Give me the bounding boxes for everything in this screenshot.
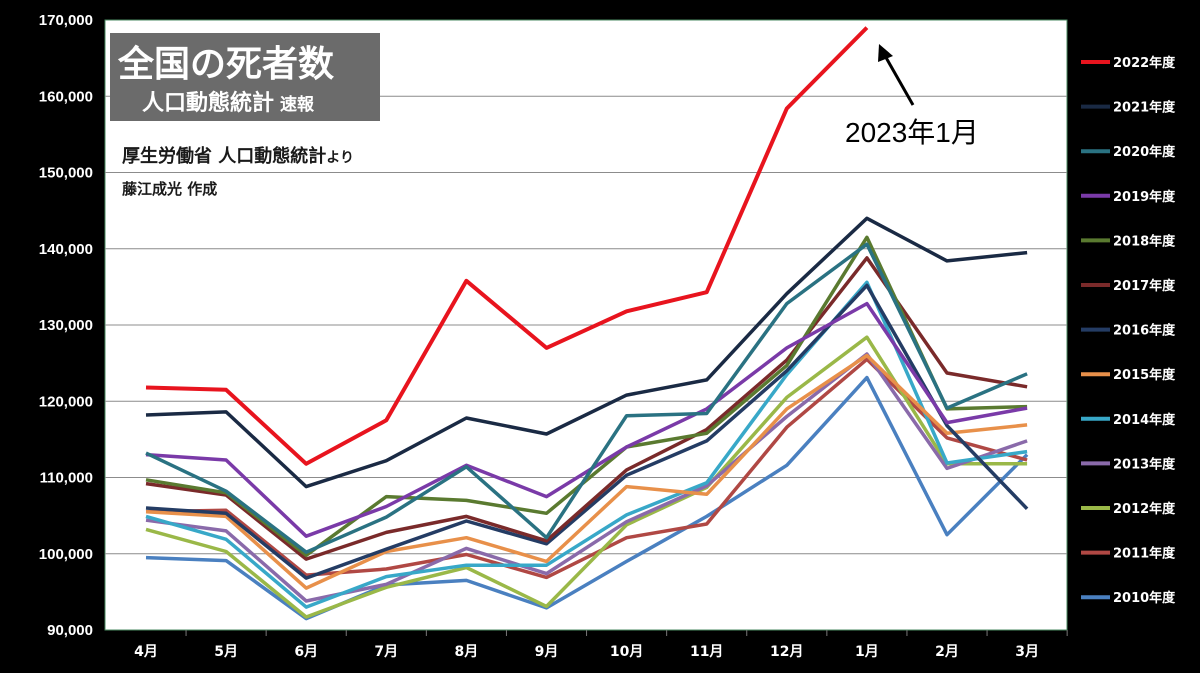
series-lines [145, 26, 1029, 621]
series-line-2022年度 [145, 26, 869, 466]
legend-label: 2019年度 [1113, 189, 1176, 205]
series-line-2014年度 [145, 280, 1028, 609]
subtitle-main: 人口動態統計 [142, 91, 275, 116]
legend-label: 2018年度 [1113, 233, 1176, 249]
x-tick-label: 6月 [294, 644, 318, 660]
annotation-label: 2023年1月 [845, 117, 979, 148]
series-line-2021年度 [145, 216, 1028, 489]
legend-label: 2021年度 [1113, 100, 1176, 116]
x-tick-label: 8月 [455, 644, 479, 660]
x-tick-label: 9月 [535, 644, 559, 660]
x-tick-label: 3月 [1015, 644, 1039, 660]
legend-label: 2015年度 [1113, 367, 1176, 383]
chart-title: 全国の死者数 [118, 44, 335, 85]
legend-label: 2010年度 [1113, 590, 1176, 606]
x-tick-label: 2月 [935, 644, 959, 660]
x-tick-label: 11月 [690, 644, 723, 660]
series-line-2017年度 [145, 256, 1028, 561]
y-axis-ticks: 90,000 100,000 110,000 120,000 130,000 140,00… [39, 12, 93, 639]
x-tick-label: 1月 [855, 644, 879, 660]
legend-label: 2022年度 [1113, 55, 1176, 71]
y-tick-label: 130,000 [39, 317, 93, 334]
title-box: 全国の死者数 人口動態統計 速報 [110, 33, 380, 121]
legend-label: 2020年度 [1113, 144, 1176, 160]
y-tick-label: 140,000 [39, 241, 93, 258]
series-line-2013年度 [145, 352, 1028, 603]
y-tick-label: 150,000 [39, 165, 93, 182]
series-line-2016年度 [145, 283, 1029, 580]
x-tick-label: 5月 [214, 644, 238, 660]
subtitle-small: 速報 [280, 95, 315, 115]
legend-label: 2016年度 [1113, 323, 1176, 339]
x-tick-label: 4月 [134, 644, 158, 660]
legend-label: 2011年度 [1113, 546, 1176, 562]
legend-label: 2014年度 [1113, 412, 1176, 428]
legend-label: 2012年度 [1113, 501, 1176, 517]
y-tick-label: 90,000 [47, 622, 93, 639]
legend-label: 2013年度 [1113, 456, 1176, 472]
y-tick-label: 100,000 [39, 546, 93, 563]
series-line-2012年度 [145, 335, 1028, 619]
legend-label: 2017年度 [1113, 278, 1176, 294]
series-line-2010年度 [145, 375, 1029, 621]
source-suffix: より [326, 150, 354, 166]
author-note: 藤江成光 作成 [122, 180, 218, 198]
series-line-2019年度 [145, 301, 1028, 538]
x-axis-ticks: 4月 5月 6月 7月 8月 9月 10月 11月 12月 1月 2月 3月 [134, 630, 1068, 660]
series-line-2020年度 [145, 242, 1028, 554]
series-line-2015年度 [145, 353, 1028, 590]
x-tick-label: 10月 [610, 644, 643, 660]
x-tick-label: 7月 [374, 644, 398, 660]
y-tick-label: 120,000 [39, 393, 93, 410]
x-tick-label: 12月 [770, 644, 803, 660]
y-tick-label: 170,000 [39, 12, 93, 29]
source-main: 厚生労働省 人口動態統計 [122, 146, 327, 167]
annotation-arrow [878, 44, 915, 106]
y-tick-label: 110,000 [40, 470, 93, 487]
legend: 2022年度 2021年度 2020年度 2019年度 2018年度 2017年度 2016… [1081, 55, 1176, 606]
series-line-2018年度 [145, 235, 1028, 558]
source-note: 厚生労働省 人口動態統計より [122, 142, 354, 168]
y-tick-label: 160,000 [39, 88, 93, 105]
chart-subtitle: 人口動態統計 速報 [142, 85, 314, 117]
